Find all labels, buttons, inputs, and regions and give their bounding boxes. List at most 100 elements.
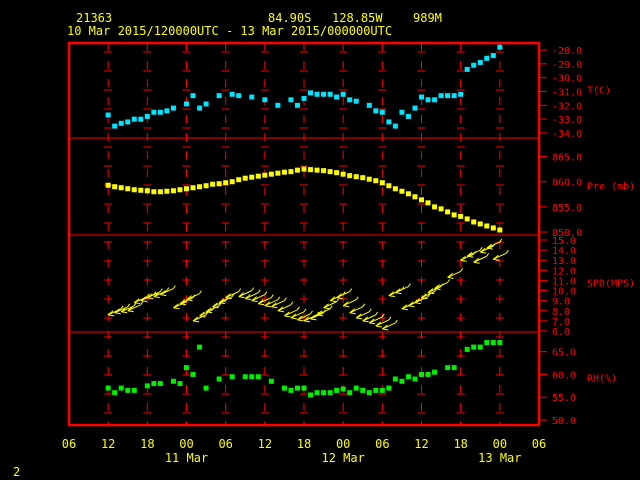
pressure-point bbox=[327, 169, 333, 175]
humidity-point bbox=[451, 365, 457, 371]
wind-barb bbox=[297, 310, 313, 322]
humidity-point bbox=[419, 371, 424, 377]
wind-barb bbox=[160, 285, 176, 297]
x-axis: 06 12 18 00 06 12 18 00 06 12 18 00 06 11 Mar 12 Mar 13… bbox=[62, 437, 546, 465]
wind-barb bbox=[284, 306, 300, 318]
wind-barb bbox=[310, 309, 326, 321]
y-tick-label: -34.0 bbox=[552, 129, 582, 140]
humidity-point bbox=[112, 390, 118, 396]
temperature-point bbox=[164, 108, 170, 114]
temperature-point bbox=[184, 101, 189, 107]
pressure-point bbox=[392, 186, 398, 192]
y-tick-label: 12.0 bbox=[552, 266, 576, 277]
humidity-point bbox=[412, 376, 418, 382]
pressure-point bbox=[458, 213, 464, 219]
pressure-point bbox=[138, 187, 144, 193]
pressure-point bbox=[412, 194, 418, 200]
humidity-point bbox=[170, 378, 176, 384]
humidity-point bbox=[445, 365, 451, 371]
y-tick-label: -28.0 bbox=[552, 46, 582, 57]
temperature-point bbox=[327, 91, 333, 97]
wind-barb bbox=[271, 297, 287, 309]
pressure-point bbox=[294, 167, 300, 173]
y-tick-label: 14.0 bbox=[552, 246, 576, 257]
x-tick-label: 18 bbox=[140, 437, 154, 451]
wind-barb bbox=[375, 316, 392, 328]
pressure-point bbox=[366, 176, 372, 182]
y-tick-label: -33.0 bbox=[552, 115, 582, 126]
temperature-point bbox=[445, 93, 451, 99]
humidity-point bbox=[360, 387, 366, 393]
y-tick-label: 55.0 bbox=[552, 393, 576, 404]
wind-barb bbox=[479, 242, 496, 254]
pressure-point bbox=[477, 221, 483, 227]
temperature-point bbox=[464, 66, 470, 72]
x-tick-label: 18 bbox=[297, 437, 311, 451]
pressure-point bbox=[177, 187, 183, 193]
humidity-point bbox=[353, 385, 359, 391]
humidity-point bbox=[314, 390, 320, 396]
pressure-point bbox=[373, 178, 379, 184]
pressure-point bbox=[438, 206, 444, 212]
humidity-point bbox=[118, 385, 124, 391]
y-tick-label: 65.0 bbox=[552, 348, 576, 359]
pressure-point bbox=[118, 185, 124, 191]
latitude: 84.90S bbox=[268, 11, 311, 25]
station-id: 21363 bbox=[76, 11, 112, 25]
x-tick-label: 00 bbox=[179, 437, 193, 451]
pressure-point bbox=[216, 181, 222, 187]
pressure-point bbox=[249, 174, 255, 180]
temperature-point bbox=[399, 109, 405, 115]
temperature-point bbox=[419, 94, 424, 100]
pressure-point bbox=[490, 225, 496, 231]
y-axes: -28.0 -29.0 -30.0 -31.0 -32.0 -33.0 -34.0 T(C) 8… bbox=[539, 46, 635, 427]
temperature-point bbox=[229, 91, 235, 97]
pressure-axis-label: Pre (mb) bbox=[587, 182, 635, 193]
humidity-point bbox=[301, 385, 307, 391]
wind-barb bbox=[127, 301, 144, 313]
humidity-point bbox=[151, 381, 157, 387]
y-tick-label: -30.0 bbox=[552, 74, 582, 85]
humidity-point bbox=[144, 383, 150, 389]
pressure-point bbox=[255, 173, 261, 179]
pressure-point bbox=[334, 170, 340, 176]
temperature-point bbox=[170, 105, 176, 111]
wind-barb bbox=[225, 288, 242, 300]
temperature-point bbox=[438, 93, 444, 99]
y-tick-label: 9.0 bbox=[552, 297, 570, 308]
wind-barb bbox=[492, 249, 509, 261]
y-tick-label: 855.0 bbox=[552, 203, 582, 214]
wind-barb bbox=[421, 288, 437, 300]
temperature-point bbox=[490, 53, 496, 59]
grid bbox=[104, 43, 504, 425]
y-tick-label: 7.0 bbox=[552, 317, 570, 328]
temperature-point bbox=[236, 93, 242, 99]
humidity-point bbox=[392, 376, 398, 382]
x-day-label: 13 Mar bbox=[478, 451, 521, 465]
temperature-point bbox=[432, 97, 438, 103]
y-tick-label: 865.0 bbox=[552, 153, 582, 164]
humidity-point bbox=[366, 390, 372, 396]
wind-barb bbox=[290, 308, 307, 320]
temperature-point bbox=[216, 93, 222, 99]
temperature-point bbox=[412, 105, 418, 111]
humidity-point bbox=[464, 346, 470, 352]
humidity-point bbox=[268, 378, 274, 384]
pressure-point bbox=[112, 184, 118, 190]
y-tick-label: 60.0 bbox=[552, 370, 576, 381]
y-tick-label: 15.0 bbox=[552, 236, 576, 247]
y-tick-label: -31.0 bbox=[552, 88, 582, 99]
temperature-point bbox=[471, 62, 477, 68]
temperature-point bbox=[458, 91, 464, 97]
pressure-point bbox=[190, 185, 196, 191]
pressure-point bbox=[360, 175, 366, 181]
pressure-point bbox=[314, 167, 320, 173]
elevation: 989M bbox=[413, 11, 442, 25]
pressure-point bbox=[340, 171, 346, 177]
y-tick-label: 50.0 bbox=[552, 416, 576, 427]
humidity-point bbox=[334, 387, 340, 393]
temperature-point bbox=[334, 94, 340, 100]
temperature-point bbox=[203, 101, 209, 107]
humidity-point bbox=[471, 344, 477, 350]
